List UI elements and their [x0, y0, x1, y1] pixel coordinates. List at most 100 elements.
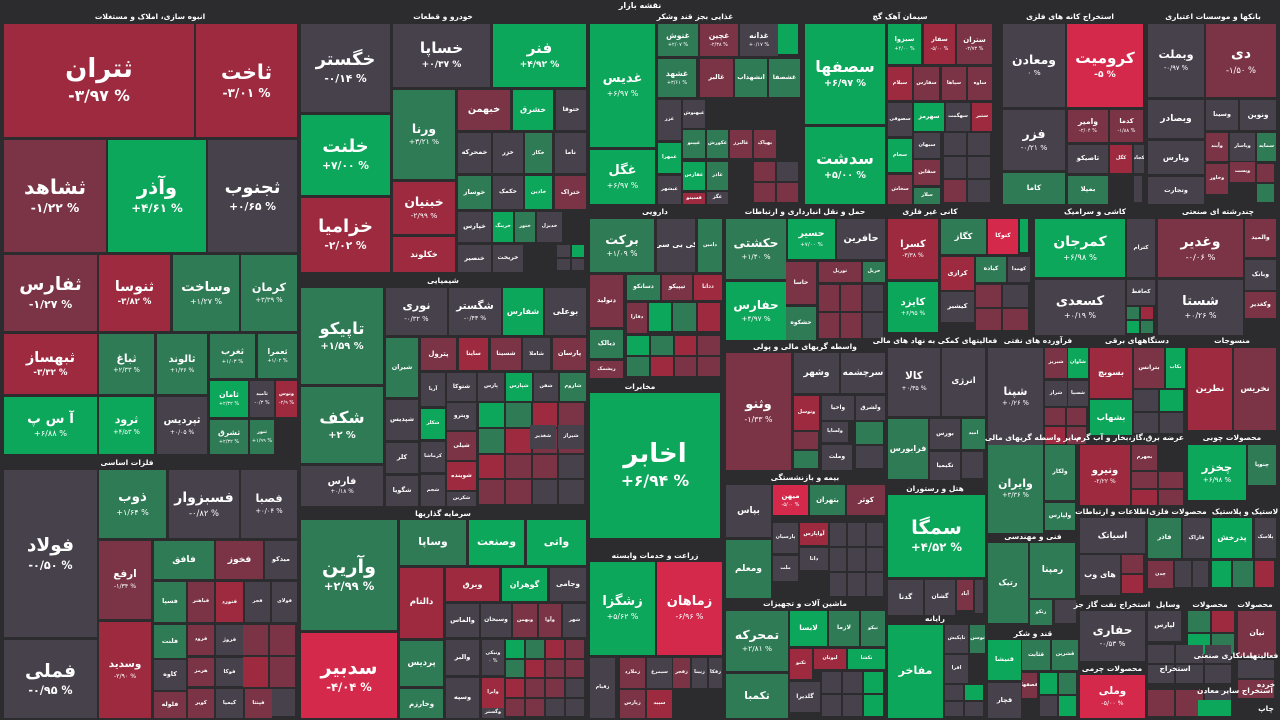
stock-tile[interactable]: کرماشا — [421, 442, 445, 472]
stock-tile[interactable]: فسپا — [154, 582, 186, 622]
treemap-cell[interactable] — [698, 357, 720, 376]
stock-tile[interactable]: ددانا — [694, 275, 722, 300]
stock-tile[interactable]: شاوان — [1068, 348, 1088, 378]
treemap-cell[interactable] — [1003, 285, 1028, 307]
stock-tile[interactable]: گدنا — [888, 580, 923, 615]
stock-tile[interactable]: وساپا — [400, 520, 466, 565]
treemap-cell[interactable] — [976, 308, 1001, 330]
treemap-cell[interactable] — [546, 698, 564, 716]
stock-tile[interactable]: غالبرز — [730, 130, 752, 158]
treemap-cell[interactable] — [1055, 600, 1076, 623]
treemap-cell[interactable] — [944, 180, 966, 202]
treemap-cell[interactable] — [1257, 184, 1274, 202]
stock-tile[interactable]: ریشمک — [590, 361, 623, 378]
treemap-cell[interactable] — [1122, 555, 1143, 573]
treemap-cell[interactable] — [566, 659, 584, 677]
stock-tile[interactable]: وبملت -۰/۹۷ % — [1148, 24, 1204, 97]
stock-tile[interactable]: سپاها — [942, 67, 966, 100]
stock-tile[interactable]: آواپارس — [800, 523, 828, 545]
stock-tile[interactable]: غکورش — [707, 130, 728, 158]
treemap-cell[interactable] — [526, 679, 544, 697]
treemap-cell[interactable] — [270, 657, 295, 687]
stock-tile[interactable]: ثبهساز -۳/۳۲ % — [4, 334, 97, 394]
stock-tile[interactable]: لازما — [829, 611, 859, 646]
stock-tile[interactable]: فنورد — [216, 582, 243, 622]
treemap-cell[interactable] — [754, 162, 775, 181]
treemap-cell[interactable] — [526, 698, 544, 716]
stock-tile[interactable]: کسعدی +۰/۱۹ % — [1035, 280, 1125, 335]
stock-tile[interactable]: سمایه — [1257, 133, 1276, 161]
stock-tile[interactable]: غشهد +۳/۶۱ % — [658, 59, 696, 97]
treemap-cell[interactable] — [975, 580, 983, 613]
stock-tile[interactable]: خاذین — [525, 176, 552, 209]
stock-tile[interactable]: غاذر — [707, 162, 728, 190]
treemap-cell[interactable] — [1158, 489, 1183, 505]
stock-tile[interactable]: پلاسک — [1255, 518, 1276, 558]
stock-tile[interactable]: حکشتی +۱/۴۰ % — [726, 219, 786, 279]
stock-tile[interactable]: زقیام — [590, 658, 615, 718]
treemap-cell[interactable] — [848, 523, 865, 546]
stock-tile[interactable]: تکشا — [848, 649, 885, 669]
stock-tile[interactable]: بکاب — [1166, 348, 1185, 388]
stock-tile[interactable]: فافق — [154, 541, 214, 579]
treemap-cell[interactable] — [1066, 427, 1086, 444]
stock-tile[interactable]: ناما — [555, 133, 586, 173]
treemap-cell[interactable] — [1198, 700, 1231, 716]
treemap-cell[interactable] — [479, 480, 504, 504]
stock-tile[interactable]: قشرین — [1052, 640, 1078, 670]
treemap-cell[interactable] — [1059, 673, 1076, 694]
stock-tile[interactable]: کوثر — [847, 485, 885, 515]
treemap-cell[interactable] — [1045, 408, 1065, 425]
stock-tile[interactable]: کگاز — [941, 219, 986, 254]
stock-tile[interactable]: اسیاتک — [1080, 518, 1145, 553]
stock-tile[interactable]: حفاری -۰/۵۳ % — [1080, 611, 1145, 661]
stock-tile[interactable]: فسینو — [683, 193, 705, 204]
stock-tile[interactable]: زپارس — [620, 690, 645, 718]
stock-tile[interactable]: فنر +۴/۹۲ % — [493, 24, 586, 87]
treemap-cell[interactable] — [777, 183, 798, 202]
stock-tile[interactable]: حریل — [863, 262, 885, 282]
stock-tile[interactable]: غمهرا — [658, 143, 681, 173]
stock-tile[interactable]: شسپا — [1068, 381, 1088, 406]
stock-tile[interactable]: دانا — [800, 548, 828, 570]
treemap-cell[interactable] — [1176, 665, 1203, 683]
stock-tile[interactable]: وایران +۳/۳۶ % — [988, 445, 1043, 533]
treemap-cell[interactable] — [1134, 390, 1158, 411]
stock-tile[interactable]: کحافظ — [1127, 280, 1155, 305]
stock-tile[interactable]: زفکا — [709, 658, 722, 688]
stock-tile[interactable]: زفجر — [673, 658, 690, 688]
stock-tile[interactable]: شیران — [386, 338, 418, 397]
stock-tile[interactable]: بترانس — [1134, 348, 1164, 388]
stock-tile[interactable]: ساینا — [459, 338, 488, 370]
treemap-cell[interactable] — [843, 695, 862, 716]
stock-tile[interactable]: کدما -۱/۸۸ % — [1110, 110, 1143, 142]
stock-tile[interactable]: شهر — [563, 604, 586, 637]
treemap-cell[interactable] — [505, 480, 531, 504]
stock-tile[interactable]: والماس — [446, 604, 479, 637]
stock-tile[interactable]: فملی -۰/۹۵ % — [4, 640, 97, 718]
stock-tile[interactable]: سصوفی — [888, 103, 912, 136]
stock-tile[interactable]: اخابر +۶/۹۴ % — [590, 393, 720, 538]
stock-tile[interactable]: کگل — [1110, 145, 1132, 173]
stock-tile[interactable]: ویترو — [447, 403, 476, 430]
treemap-cell[interactable] — [627, 336, 649, 355]
stock-tile[interactable]: لپارس — [1148, 611, 1181, 641]
stock-tile[interactable]: سهرمز — [914, 103, 944, 131]
stock-tile[interactable]: سرچشمه — [841, 353, 885, 393]
stock-tile[interactable]: بمپلا — [1068, 176, 1108, 204]
stock-tile[interactable]: وغدیر -۰/۰۶ % — [1158, 219, 1243, 277]
stock-tile[interactable]: وملی -۵/۰۰ % — [1080, 675, 1145, 718]
stock-tile[interactable]: میهن -۵/۰۰ % — [773, 485, 808, 515]
stock-tile[interactable]: خریخت — [493, 245, 523, 272]
stock-tile[interactable]: شکلر — [421, 409, 445, 439]
stock-tile[interactable]: فوکا — [216, 658, 243, 686]
stock-tile[interactable]: شگستر -۰/۴۳ % — [449, 288, 501, 335]
treemap-cell[interactable] — [532, 480, 558, 504]
stock-tile[interactable]: ختوقا — [556, 90, 586, 130]
treemap-cell[interactable] — [866, 523, 883, 546]
stock-tile[interactable]: دفارا — [627, 303, 647, 333]
stock-tile[interactable]: شستا +۰/۲۶ % — [1158, 280, 1243, 335]
treemap-cell[interactable] — [1233, 561, 1253, 587]
stock-tile[interactable]: سهگمت — [946, 103, 970, 131]
stock-tile[interactable]: ثرود +۴/۵۳ % — [99, 397, 154, 454]
